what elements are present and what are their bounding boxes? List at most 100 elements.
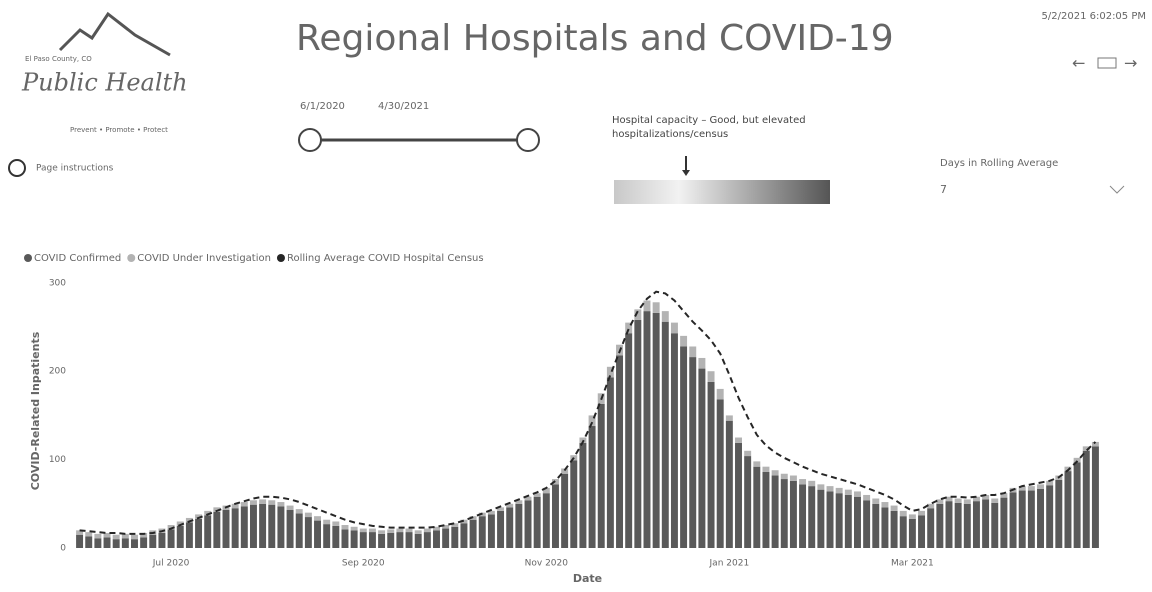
info-icon[interactable] <box>8 159 26 177</box>
bar <box>835 487 843 494</box>
bar <box>808 480 816 487</box>
bar <box>844 489 852 495</box>
bar <box>606 366 614 378</box>
bar <box>1000 497 1008 548</box>
bar <box>716 399 724 548</box>
bar <box>945 496 953 502</box>
bar <box>487 510 495 515</box>
bar <box>1000 493 1008 498</box>
bar <box>954 498 962 503</box>
bar <box>652 312 660 548</box>
bar <box>561 468 569 474</box>
bar <box>506 503 514 508</box>
rolling-value[interactable]: 7 <box>940 183 947 196</box>
bar <box>725 420 733 548</box>
bar <box>121 538 129 548</box>
bar <box>716 388 724 400</box>
bar <box>634 309 642 320</box>
bar <box>661 311 669 322</box>
slider-handle-end[interactable] <box>516 128 540 152</box>
back-button[interactable]: ← <box>1072 54 1085 73</box>
bar <box>707 381 715 548</box>
bar <box>1073 462 1081 548</box>
bar <box>524 500 532 548</box>
bar <box>304 512 312 518</box>
bar <box>799 484 807 548</box>
bar <box>670 333 678 548</box>
capacity-arrow-head <box>682 170 690 176</box>
bar <box>268 500 276 505</box>
slider-handle-start[interactable] <box>298 128 322 152</box>
bar <box>689 346 697 358</box>
bar <box>378 530 386 534</box>
bar <box>131 534 138 540</box>
x-tick-label: Mar 2021 <box>891 559 934 569</box>
bar <box>826 486 834 492</box>
bar <box>314 516 321 521</box>
bar <box>158 532 166 548</box>
instructions[interactable]: Page instructions <box>36 164 114 174</box>
bar <box>1082 446 1090 451</box>
bar <box>131 539 138 548</box>
bar <box>469 519 477 548</box>
x-tick-label: Sep 2020 <box>342 559 385 569</box>
bar <box>927 508 935 548</box>
logo-place: El Paso County, CO <box>25 55 92 63</box>
bar <box>396 532 404 548</box>
bar <box>304 517 312 548</box>
bar <box>652 302 660 313</box>
bar <box>378 533 386 548</box>
bar <box>972 496 980 502</box>
forward-button[interactable]: → <box>1124 54 1137 73</box>
bar <box>414 533 422 548</box>
bar <box>597 403 605 548</box>
bar <box>817 489 825 548</box>
slider-end: 4/30/2021 <box>378 101 429 112</box>
bar <box>286 509 294 548</box>
bar <box>918 510 926 516</box>
bar <box>195 518 203 548</box>
bar <box>963 499 971 504</box>
capacity-gradient <box>614 180 830 204</box>
page-nav-icon[interactable] <box>1097 57 1117 69</box>
bar <box>972 501 980 548</box>
bar <box>286 505 294 510</box>
bar <box>817 484 825 490</box>
bar <box>579 442 587 548</box>
bar <box>890 505 898 511</box>
legend-label: Rolling Average COVID Hospital Census <box>287 253 484 264</box>
bar <box>451 526 459 548</box>
bar <box>277 502 285 507</box>
logo-tagline: Prevent • Promote • Protect <box>70 126 168 134</box>
bar <box>927 503 935 509</box>
dropdown-chevron[interactable] <box>1109 185 1125 194</box>
bar <box>707 371 715 382</box>
bar <box>478 516 486 548</box>
bar <box>606 377 614 548</box>
bar <box>881 502 889 508</box>
bar <box>249 504 257 548</box>
legend-label: COVID Confirmed <box>34 253 121 264</box>
bar <box>140 537 148 548</box>
bar <box>433 530 440 548</box>
bar <box>1018 490 1026 548</box>
bar <box>423 528 431 533</box>
bar <box>414 530 422 534</box>
bar <box>753 461 761 467</box>
bar <box>213 511 221 548</box>
bar <box>991 502 999 548</box>
bar <box>835 493 843 548</box>
bar <box>1091 446 1099 548</box>
bar <box>350 530 358 548</box>
bar <box>524 496 532 501</box>
bar <box>735 437 742 443</box>
bar <box>368 532 376 548</box>
bar <box>588 426 596 548</box>
bar <box>872 498 880 504</box>
bar <box>185 517 193 523</box>
bar <box>780 479 788 548</box>
bar <box>497 510 505 548</box>
bar <box>167 529 175 548</box>
bar <box>982 494 990 500</box>
